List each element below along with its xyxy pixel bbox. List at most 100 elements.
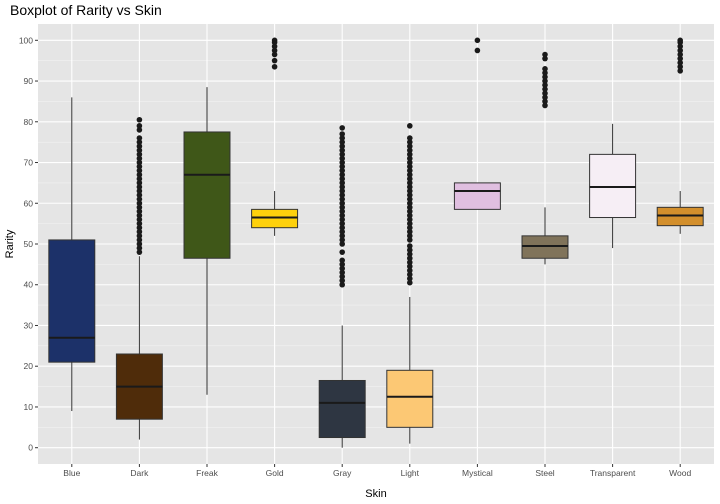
box-mystical <box>453 37 501 210</box>
x-axis-title: Skin <box>365 488 386 500</box>
outlier-point <box>136 188 143 194</box>
y-tick-label: 40 <box>24 280 34 290</box>
outlier-point <box>339 228 346 235</box>
outlier-point <box>542 78 548 84</box>
outlier-point <box>407 192 413 198</box>
outlier-point <box>407 135 413 141</box>
outlier-point <box>136 139 143 145</box>
outlier-point <box>136 208 143 215</box>
outlier-point <box>542 94 548 101</box>
outlier-point <box>136 180 143 186</box>
box-body <box>251 208 299 229</box>
outlier-point <box>407 139 413 145</box>
outlier-point <box>271 57 278 64</box>
outlier-point <box>339 224 346 231</box>
outlier-point <box>542 66 548 72</box>
outlier-point <box>339 135 346 141</box>
outlier-point <box>339 155 346 162</box>
outlier-point <box>474 37 481 44</box>
outlier-point <box>407 259 413 266</box>
outlier-point <box>136 155 143 162</box>
y-tick-label: 50 <box>24 239 34 249</box>
outlier-point <box>677 59 683 66</box>
outlier-point <box>339 277 346 284</box>
outlier-point <box>407 220 413 227</box>
outlier-point <box>136 233 143 239</box>
outlier-point <box>407 224 413 231</box>
outlier-point <box>407 167 413 174</box>
outlier-point <box>407 180 413 186</box>
outlier-point <box>407 200 413 207</box>
boxes <box>48 37 704 448</box>
outlier-point <box>339 167 346 174</box>
outlier-point <box>677 55 683 62</box>
outlier-point <box>136 167 143 174</box>
outlier-point <box>407 216 413 223</box>
outlier-point <box>407 237 413 243</box>
outlier-point <box>339 261 346 268</box>
outlier-point <box>271 43 278 50</box>
outlier-point <box>677 43 683 50</box>
outlier-point <box>407 275 413 282</box>
box-body <box>656 206 704 227</box>
outlier-point <box>407 171 413 178</box>
box-gold <box>251 37 299 236</box>
x-tick-label: Blue <box>63 468 80 478</box>
box-body <box>589 153 637 219</box>
outlier-point <box>271 63 278 70</box>
outlier-point <box>136 249 143 255</box>
outlier-point <box>339 257 346 264</box>
y-tick-label: 20 <box>24 361 34 371</box>
outlier-point <box>339 180 346 186</box>
outlier-point <box>136 196 143 202</box>
outlier-point <box>271 37 278 44</box>
outlier-point <box>339 159 346 166</box>
outlier-point <box>407 212 413 219</box>
outlier-point <box>407 176 413 182</box>
outlier-point <box>542 98 548 105</box>
box-body <box>318 379 366 439</box>
outlier-point <box>339 220 346 227</box>
outlier-point <box>339 125 346 131</box>
y-axis: 0 10 20 30 40 50 60 70 80 90 100 <box>19 35 38 453</box>
outlier-point <box>339 241 346 247</box>
box-dark <box>115 116 163 440</box>
outlier-point <box>136 159 143 166</box>
y-tick-label: 90 <box>24 76 34 86</box>
outlier-point <box>136 143 143 150</box>
box-body <box>48 239 96 363</box>
outlier-point <box>407 204 413 211</box>
outlier-point <box>677 63 683 70</box>
outlier-point <box>339 200 346 207</box>
outlier-point <box>407 255 413 262</box>
y-tick-label: 0 <box>28 443 33 453</box>
outlier-point <box>339 281 346 288</box>
x-tick-label: Mystical <box>462 468 493 478</box>
outlier-point <box>271 47 278 54</box>
outlier-point <box>339 184 346 190</box>
outlier-point <box>136 123 143 129</box>
box-body <box>386 369 434 428</box>
outlier-point <box>407 228 413 235</box>
outlier-point <box>407 163 413 170</box>
outlier-point <box>407 233 413 239</box>
outlier-point <box>542 86 548 92</box>
outlier-point <box>677 51 683 58</box>
outlier-point <box>339 216 346 223</box>
outlier-point <box>542 82 548 88</box>
outlier-point <box>339 233 346 239</box>
outlier-point <box>407 267 413 274</box>
outlier-point <box>271 51 278 58</box>
outlier-point <box>407 247 413 253</box>
x-tick-label: Gold <box>266 468 284 478</box>
outlier-point <box>677 68 683 74</box>
outlier-point <box>542 70 548 76</box>
box-blue <box>48 97 96 412</box>
outlier-point <box>136 245 143 251</box>
outlier-point <box>407 151 413 158</box>
outlier-point <box>136 163 143 170</box>
outlier-point <box>136 200 143 207</box>
outlier-point <box>407 123 413 129</box>
outlier-point <box>339 273 346 280</box>
outlier-point <box>407 184 413 190</box>
